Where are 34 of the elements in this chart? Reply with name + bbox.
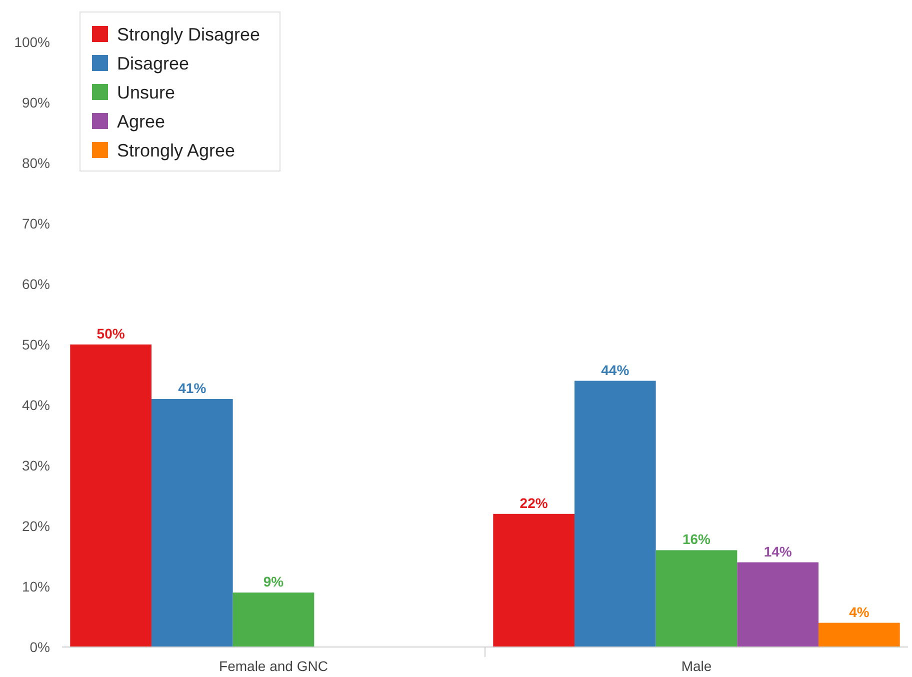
x-tick-label: Female and GNC bbox=[219, 658, 328, 674]
y-tick-label: 50% bbox=[22, 336, 50, 352]
data-label: 16% bbox=[682, 531, 712, 548]
bar bbox=[574, 380, 656, 647]
data-label: 14% bbox=[764, 543, 792, 560]
bar bbox=[656, 550, 738, 647]
data-label: 22% bbox=[520, 494, 548, 511]
legend-label: Strongly Agree bbox=[117, 140, 236, 160]
bar bbox=[70, 344, 152, 647]
y-tick-label: 40% bbox=[22, 396, 50, 413]
y-tick-label: 70% bbox=[22, 215, 50, 232]
legend-label: Agree bbox=[117, 111, 166, 132]
bar bbox=[737, 562, 819, 647]
y-tick-label: 30% bbox=[22, 457, 50, 474]
bar bbox=[818, 622, 900, 647]
y-tick-label: 90% bbox=[22, 94, 50, 110]
y-tick-label: 100% bbox=[14, 34, 50, 50]
bar bbox=[232, 592, 314, 647]
data-label: 9% bbox=[263, 574, 284, 590]
legend-label: Unsure bbox=[117, 82, 176, 102]
legend-label: Disagree bbox=[117, 53, 190, 74]
y-tick-label: 20% bbox=[22, 518, 50, 534]
data-label: 4% bbox=[849, 604, 870, 620]
bar bbox=[151, 398, 233, 647]
y-tick-label: 10% bbox=[22, 578, 50, 594]
legend-label: Strongly Disagree bbox=[117, 24, 260, 44]
y-tick-label: 80% bbox=[22, 154, 50, 171]
x-tick-label: Male bbox=[681, 658, 712, 674]
data-label: 41% bbox=[178, 380, 207, 396]
y-tick-label: 60% bbox=[22, 276, 50, 292]
data-label: 44% bbox=[601, 362, 630, 378]
y-tick-label: 0% bbox=[30, 638, 50, 655]
data-label: 50% bbox=[96, 326, 126, 342]
bar bbox=[493, 514, 574, 647]
